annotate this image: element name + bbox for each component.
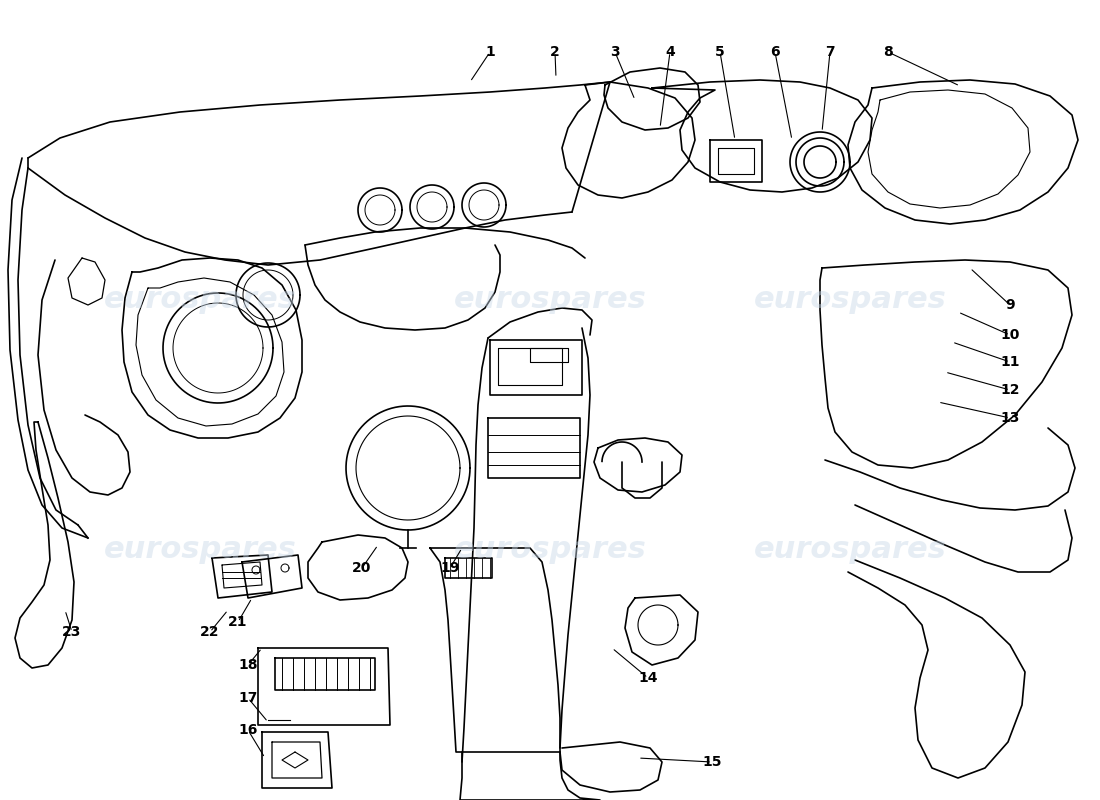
Text: 19: 19 — [440, 561, 460, 575]
Text: 20: 20 — [352, 561, 372, 575]
Text: 8: 8 — [883, 45, 893, 59]
Text: eurospares: eurospares — [453, 286, 647, 314]
Text: 2: 2 — [550, 45, 560, 59]
Text: 14: 14 — [638, 671, 658, 685]
Text: 6: 6 — [770, 45, 780, 59]
Text: 9: 9 — [1005, 298, 1015, 312]
Text: 22: 22 — [200, 625, 220, 639]
Text: 17: 17 — [239, 691, 257, 705]
Text: 11: 11 — [1000, 355, 1020, 369]
Text: 21: 21 — [229, 615, 248, 629]
Text: 23: 23 — [63, 625, 81, 639]
Text: eurospares: eurospares — [103, 535, 296, 565]
Text: 4: 4 — [666, 45, 675, 59]
Text: 12: 12 — [1000, 383, 1020, 397]
Text: 7: 7 — [825, 45, 835, 59]
Text: 5: 5 — [715, 45, 725, 59]
Text: eurospares: eurospares — [754, 535, 946, 565]
Text: eurospares: eurospares — [103, 286, 296, 314]
Text: eurospares: eurospares — [453, 535, 647, 565]
Text: 1: 1 — [485, 45, 495, 59]
Text: eurospares: eurospares — [754, 286, 946, 314]
Text: 3: 3 — [610, 45, 619, 59]
Text: 18: 18 — [239, 658, 257, 672]
Text: 13: 13 — [1000, 411, 1020, 425]
Text: 10: 10 — [1000, 328, 1020, 342]
Text: 15: 15 — [702, 755, 722, 769]
Text: 16: 16 — [239, 723, 257, 737]
